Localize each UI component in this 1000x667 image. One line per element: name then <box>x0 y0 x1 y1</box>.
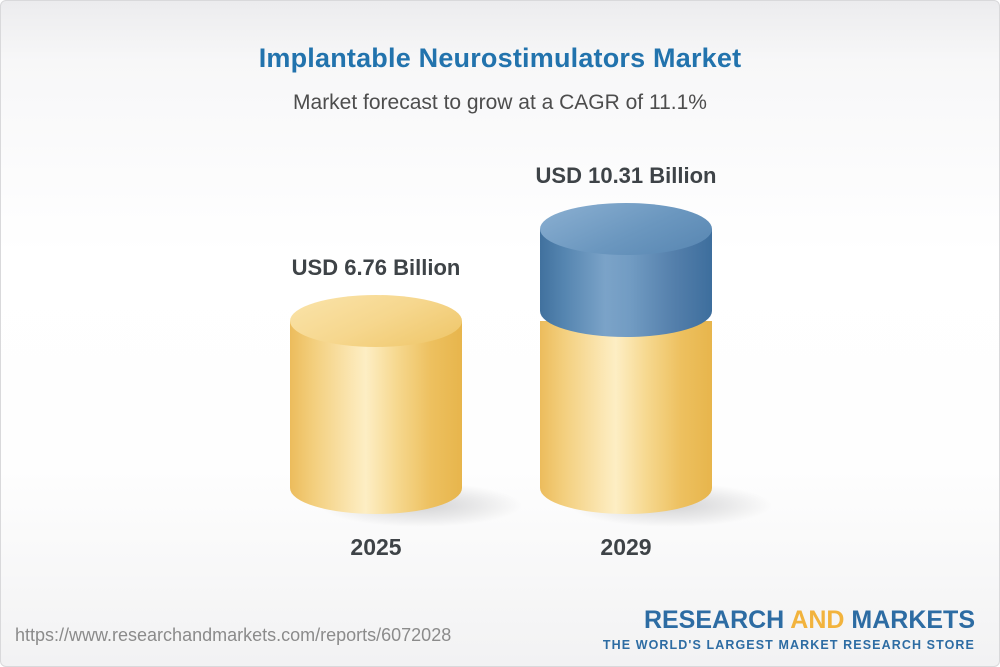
cylinder-2025 <box>290 295 462 514</box>
page-title: Implantable Neurostimulators Market <box>258 43 742 73</box>
header: Implantable Neurostimulators Market Mark… <box>1 1 999 115</box>
cylinder-cap-2025 <box>290 295 462 347</box>
base-segment-2029 <box>540 321 712 514</box>
page-subtitle: Market forecast to grow at a CAGR of 11.… <box>293 91 707 114</box>
year-label-2029: 2029 <box>600 534 652 560</box>
bar-group-2025: USD 6.76 Billion 2025 <box>290 255 526 560</box>
research-and-markets-logo: RESEARCH AND MARKETS THE WORLD'S LARGEST… <box>603 606 975 652</box>
value-label-2025: USD 6.76 Billion <box>291 255 461 280</box>
logo-wordmark: RESEARCH AND MARKETS <box>603 606 975 635</box>
year-label-2025: 2025 <box>350 534 402 560</box>
growth-segment-2029 <box>540 203 712 337</box>
report-url-link[interactable]: https://www.researchandmarkets.com/repor… <box>15 625 452 645</box>
logo-tagline: THE WORLD'S LARGEST MARKET RESEARCH STOR… <box>602 638 975 652</box>
cylinder-cap-2029 <box>540 203 712 255</box>
value-label-2029: USD 10.31 Billion <box>535 163 717 188</box>
logo-word-and: AND <box>790 606 845 634</box>
logo-word-research: RESEARCH <box>643 606 785 634</box>
logo-word-markets: MARKETS <box>851 606 975 634</box>
bar-group-2029: USD 10.31 Billion 2029 <box>536 163 776 560</box>
